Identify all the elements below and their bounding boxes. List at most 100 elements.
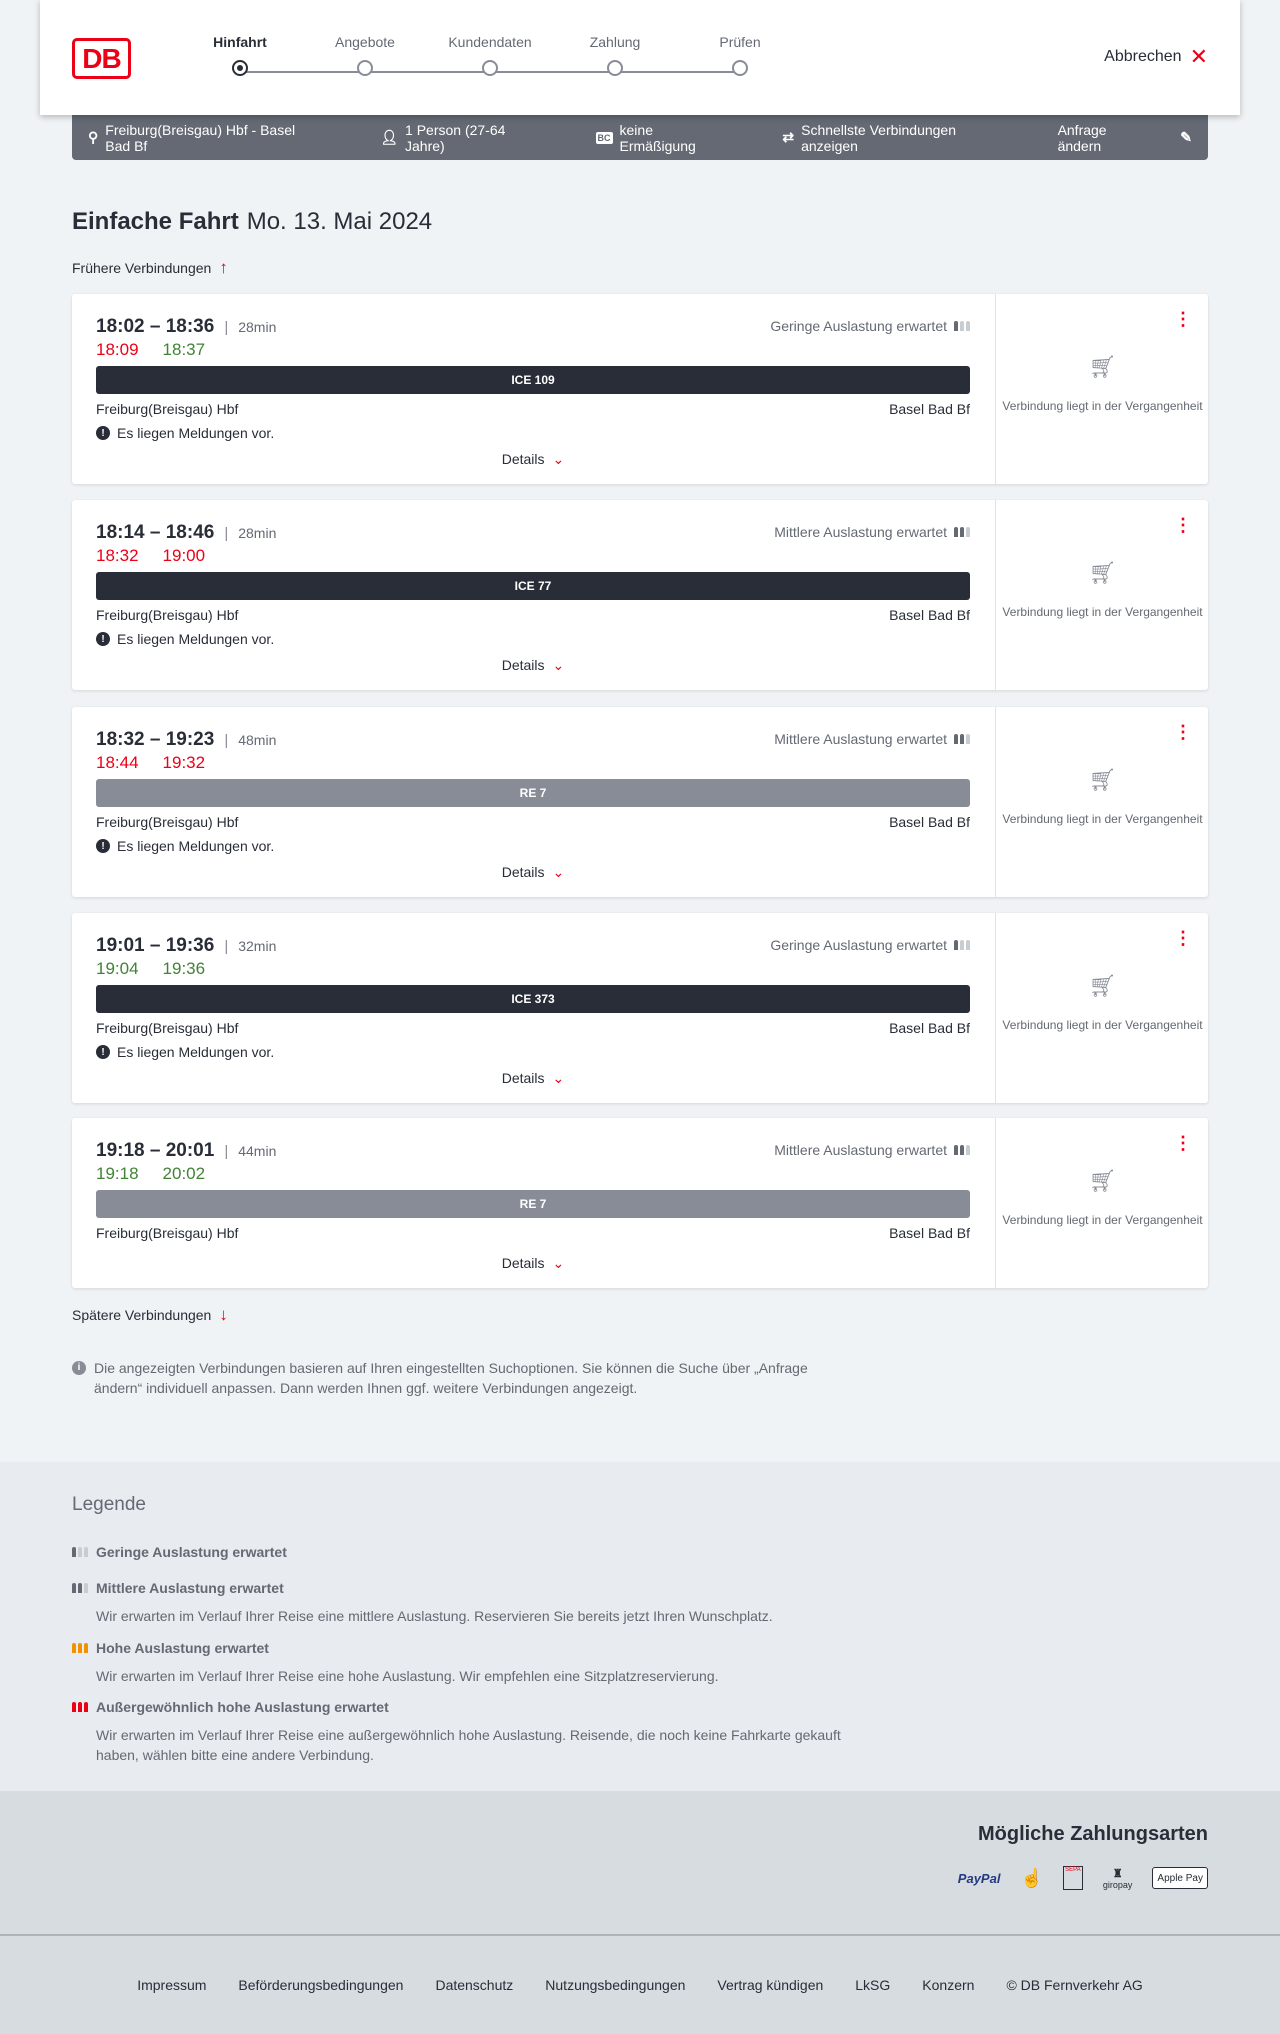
edit-request-button[interactable]: Anfrage ändern ✎ <box>1058 122 1192 154</box>
realtime-departure: 18:44 <box>96 753 139 772</box>
edit-label: Anfrage ändern <box>1057 121 1107 154</box>
arrow-down-icon: ↓ <box>219 1305 228 1324</box>
exclamation-icon: ! <box>96 426 110 440</box>
legend-item-title: Hohe Auslastung erwartet <box>96 1640 269 1656</box>
footer-link-nutzungsbedingungen[interactable]: Nutzungsbedingungen <box>545 1977 686 1993</box>
chevron-down-icon: ⌄ <box>552 451 565 467</box>
occupancy-icon <box>954 734 970 744</box>
time-range: 18:02 – 18:36 <box>96 316 215 337</box>
occupancy-low-icon <box>72 1547 88 1557</box>
details-toggle[interactable]: Details ⌄ <box>96 451 970 468</box>
more-options-icon[interactable]: ⋮ <box>1174 515 1192 535</box>
occupancy-high-icon <box>72 1643 88 1653</box>
occupancy-medium-icon <box>72 1583 88 1593</box>
scheduled-times: 18:14 – 18:46 | 28min <box>96 522 276 544</box>
footer-link-datenschutz[interactable]: Datenschutz <box>435 1977 514 1993</box>
giropay-icon: ♜ giropay <box>1102 1867 1133 1890</box>
more-options-icon[interactable]: ⋮ <box>1174 722 1192 742</box>
sepa-icon: SEPA <box>1062 1866 1083 1890</box>
realtime-arrival: 19:32 <box>162 753 206 772</box>
option-summary: ⇄ Schnellste Verbindungen anzeigen <box>782 122 1025 154</box>
booking-status: ⋮ 🛒︎ Verbindung liegt in der Vergangenhe… <box>995 294 1208 484</box>
train-bar[interactable]: ICE 373 <box>96 985 970 1013</box>
details-toggle[interactable]: Details ⌄ <box>96 864 970 881</box>
realtime-departure: 19:18 <box>96 1164 139 1183</box>
notice-text: Es liegen Meldungen vor. <box>117 838 275 854</box>
earlier-connections-link[interactable]: Frühere Verbindungen ↑ <box>72 258 228 278</box>
past-connection-text: Verbindung liegt in der Vergangenheit <box>1002 812 1203 826</box>
apple-pay-icon: Apple Pay <box>1152 1867 1208 1889</box>
more-options-icon[interactable]: ⋮ <box>1174 1133 1192 1153</box>
occupancy-text: Mittlere Auslastung erwartet <box>774 524 947 540</box>
booking-status: ⋮ 🛒︎ Verbindung liegt in der Vergangenhe… <box>995 1118 1208 1288</box>
stations: Freiburg(Breisgau) Hbf Basel Bad Bf <box>96 1020 970 1036</box>
occupancy-exceptional-icon <box>72 1702 88 1712</box>
occupancy-text: Geringe Auslastung erwartet <box>770 318 947 334</box>
connection-card: 18:02 – 18:36 | 28min 18:09 18:37 Geringe A… <box>72 294 1208 484</box>
occupancy-info: Mittlere Auslastung erwartet <box>774 1142 970 1158</box>
cancel-button[interactable]: Abbrechen ✕ <box>1104 46 1208 68</box>
time-range: 19:01 – 19:36 <box>96 935 215 956</box>
realtime-arrival: 18:37 <box>162 340 206 359</box>
train-bar[interactable]: ICE 109 <box>96 366 970 394</box>
step-dot <box>732 60 748 76</box>
step-label: Angebote <box>335 34 395 50</box>
train-bar[interactable]: RE 7 <box>96 1190 970 1218</box>
divider: | <box>224 524 229 542</box>
occupancy-text: Geringe Auslastung erwartet <box>770 937 947 953</box>
origin-station: Freiburg(Breisgau) Hbf <box>96 1020 239 1036</box>
cart-unavailable-icon: 🛒︎ <box>1088 354 1117 379</box>
legend-item-desc: Wir erwarten im Verlauf Ihrer Reise eine… <box>96 1668 719 1684</box>
duration: 28min <box>238 525 277 541</box>
stations: Freiburg(Breisgau) Hbf Basel Bad Bf <box>96 607 970 623</box>
occupancy-info: Mittlere Auslastung erwartet <box>774 731 970 747</box>
step-dot <box>232 60 248 76</box>
more-options-icon[interactable]: ⋮ <box>1174 928 1192 948</box>
search-summary-bar: ⚲ Freiburg(Breisgau) Hbf - Basel Bad Bf 👤… <box>72 115 1208 160</box>
past-connection-text: Verbindung liegt in der Vergangenheit <box>1002 1213 1203 1227</box>
origin-station: Freiburg(Breisgau) Hbf <box>96 814 239 830</box>
payment-icons: PayPal ☝ SEPA ♜ giropay Apple Pay <box>958 1863 1208 1893</box>
step-label: Hinfahrt <box>213 34 267 50</box>
later-connections-link[interactable]: Spätere Verbindungen ↓ <box>72 1305 228 1325</box>
more-options-icon[interactable]: ⋮ <box>1174 309 1192 329</box>
train-bar[interactable]: ICE 77 <box>96 572 970 600</box>
details-toggle[interactable]: Details ⌄ <box>96 1255 970 1272</box>
occupancy-info: Geringe Auslastung erwartet <box>770 937 970 953</box>
details-toggle[interactable]: Details ⌄ <box>96 657 970 674</box>
person-icon: 👤︎ <box>380 129 399 145</box>
footer-link-vertrag-kuendigen[interactable]: Vertrag kündigen <box>717 1977 824 1993</box>
occupancy-icon <box>954 321 970 331</box>
scheduled-times: 18:32 – 19:23 | 48min <box>96 729 276 751</box>
origin-station: Freiburg(Breisgau) Hbf <box>96 1225 239 1241</box>
divider: | <box>224 937 229 955</box>
traveller-text: 1 Person (27-64 Jahre) <box>405 121 506 154</box>
stations: Freiburg(Breisgau) Hbf Basel Bad Bf <box>96 401 970 417</box>
footer-link-befoerderungsbedingungen[interactable]: Beförderungsbedingungen <box>238 1977 404 1993</box>
step-label: Prüfen <box>719 34 761 50</box>
footer-link-lksg[interactable]: LkSG <box>855 1977 891 1993</box>
step-pruefen: Prüfen <box>690 34 790 76</box>
past-connection-text: Verbindung liegt in der Vergangenheit <box>1002 1018 1203 1032</box>
legend-title: Legende <box>72 1494 146 1515</box>
destination-station: Basel Bad Bf <box>889 1020 970 1036</box>
duration: 28min <box>238 319 277 335</box>
details-toggle[interactable]: Details ⌄ <box>96 1070 970 1087</box>
destination-station: Basel Bad Bf <box>889 607 970 623</box>
db-logo[interactable]: DB <box>72 38 131 79</box>
pencil-icon: ✎ <box>1180 129 1193 145</box>
step-zahlung: Zahlung <box>565 34 665 76</box>
discount-summary: BC keine Ermäßigung <box>595 122 751 154</box>
exclamation-icon: ! <box>96 632 110 646</box>
details-label: Details <box>501 451 545 467</box>
footer-link-konzern[interactable]: Konzern <box>922 1977 975 1993</box>
time-range: 19:18 – 20:01 <box>96 1140 215 1161</box>
train-bar[interactable]: RE 7 <box>96 779 970 807</box>
destination-station: Basel Bad Bf <box>889 1225 970 1241</box>
step-label: Kundendaten <box>448 34 532 50</box>
page-title: Einfache Fahrt Mo. 13. Mai 2024 <box>72 208 432 236</box>
bahncard-icon: BC <box>595 131 613 144</box>
swap-icon: ⇄ <box>782 129 795 145</box>
connection-info: 18:32 – 19:23 | 48min 18:44 19:32 Mittlere … <box>96 707 970 897</box>
footer-link-impressum[interactable]: Impressum <box>137 1977 207 1993</box>
